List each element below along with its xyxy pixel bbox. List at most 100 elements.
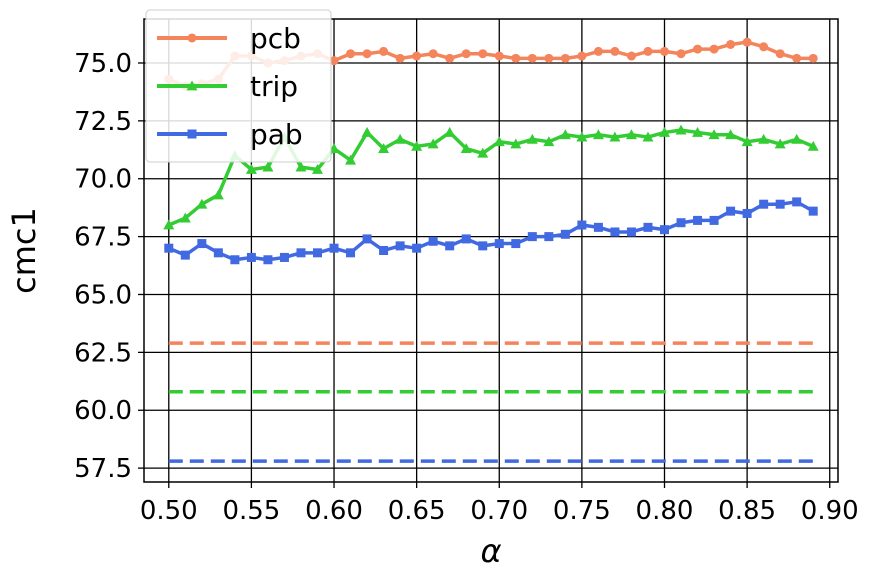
data-point-pcb (676, 49, 686, 59)
x-tick-label: 0.60 (305, 496, 363, 526)
legend-label: pab (250, 118, 303, 151)
y-tick-label: 60.0 (74, 396, 132, 426)
legend-box (145, 9, 332, 163)
data-point-trip (163, 219, 175, 230)
data-point-trip (675, 124, 687, 135)
data-point-pcb (445, 53, 455, 63)
data-point-trip (576, 131, 588, 142)
data-point-pab (577, 220, 587, 230)
x-axis-ticks: 0.50 0.55 0.60 0.65 0.70 0.75 0.80 0.85 0.90 (140, 482, 859, 526)
data-point-pab (808, 206, 818, 216)
data-point-pcb (726, 39, 736, 49)
x-tick-label: 0.55 (222, 496, 280, 526)
grid (144, 19, 838, 482)
data-point-pcb (494, 51, 504, 61)
data-point-trip (477, 147, 489, 158)
data-point-pab (676, 218, 686, 228)
data-point-pab (742, 208, 752, 218)
data-point-pab (709, 215, 719, 225)
series-line-pab (168, 200, 815, 262)
data-point-pab (461, 234, 471, 244)
data-point-pab (346, 248, 356, 258)
data-point-pcb (693, 44, 703, 54)
data-point-trip (774, 138, 786, 149)
data-point-pab (395, 241, 405, 251)
data-point-pcb (626, 51, 636, 61)
data-point-trip (427, 138, 439, 149)
legend-label: pcb (250, 22, 301, 55)
legend-marker (186, 80, 198, 91)
data-point-pab (445, 241, 455, 251)
data-point-trip (295, 161, 307, 172)
data-point-pab (610, 227, 620, 237)
data-point-pcb (775, 49, 785, 59)
data-point-pab (494, 239, 504, 249)
data-point-trip (411, 140, 423, 151)
legend-entry-trip: trip (157, 70, 298, 103)
data-point-pab (626, 227, 636, 237)
data-point-pcb (759, 42, 769, 52)
data-point-pcb (395, 53, 405, 63)
data-point-pcb (362, 49, 372, 59)
data-point-pcb (577, 51, 587, 61)
series-pab (164, 197, 818, 265)
x-tick-label: 0.85 (718, 496, 776, 526)
data-point-trip (543, 136, 555, 147)
data-point-trip (592, 129, 604, 140)
data-point-trip (312, 163, 323, 174)
data-point-pab (527, 232, 537, 242)
data-point-trip (807, 140, 819, 151)
data-point-trip (659, 126, 670, 137)
data-point-pab (759, 199, 769, 209)
data-point-pab (693, 215, 703, 225)
data-point-pab (246, 252, 256, 262)
data-point-trip (493, 136, 505, 147)
data-point-trip (196, 198, 208, 209)
x-tick-label: 0.80 (636, 496, 694, 526)
data-point-pcb (346, 49, 356, 59)
data-point-pab (197, 239, 207, 249)
data-point-pab (544, 232, 554, 242)
legend: pcb trip pab (145, 9, 332, 163)
x-tick-label: 0.65 (388, 496, 446, 526)
y-tick-label: 70.0 (74, 165, 132, 195)
data-point-pcb (593, 46, 603, 56)
x-axis-label: α (480, 532, 501, 570)
data-point-trip (361, 126, 373, 137)
data-point-pab (478, 241, 488, 251)
legend-label: trip (250, 70, 298, 103)
y-axis-ticks: 57.5 60.0 62.5 65.0 67.5 70.0 72.5 75.0 (74, 49, 144, 484)
data-point-pab (180, 250, 190, 260)
data-point-trip (741, 136, 753, 147)
data-point-trip (460, 143, 472, 154)
data-point-trip (510, 138, 522, 149)
data-point-pcb (660, 46, 669, 56)
data-point-trip (625, 129, 637, 140)
data-point-pcb (643, 46, 653, 56)
data-point-pab (362, 234, 372, 244)
legend-entry-pab: pab (157, 118, 303, 151)
data-point-pcb (412, 51, 422, 61)
data-point-pab (379, 246, 389, 255)
data-point-pab (428, 236, 438, 246)
plot-frame (143, 18, 839, 483)
data-point-pab (313, 248, 322, 258)
data-point-trip (642, 131, 654, 142)
data-point-trip (345, 154, 357, 165)
data-point-pcb (792, 53, 802, 63)
data-point-trip (212, 189, 224, 200)
data-point-trip (708, 129, 720, 140)
data-point-pcb (808, 53, 818, 63)
data-point-pab (593, 222, 603, 232)
y-tick-label: 62.5 (74, 338, 132, 368)
data-point-trip (179, 212, 191, 223)
data-point-pcb (461, 49, 471, 59)
data-point-pcb (544, 53, 554, 63)
data-point-pab (279, 252, 289, 262)
data-point-trip (378, 143, 390, 154)
data-point-pab (660, 225, 669, 235)
data-point-trip (692, 126, 704, 137)
data-point-pab (775, 199, 785, 209)
data-point-pab (726, 206, 736, 216)
data-point-pab (329, 243, 339, 253)
